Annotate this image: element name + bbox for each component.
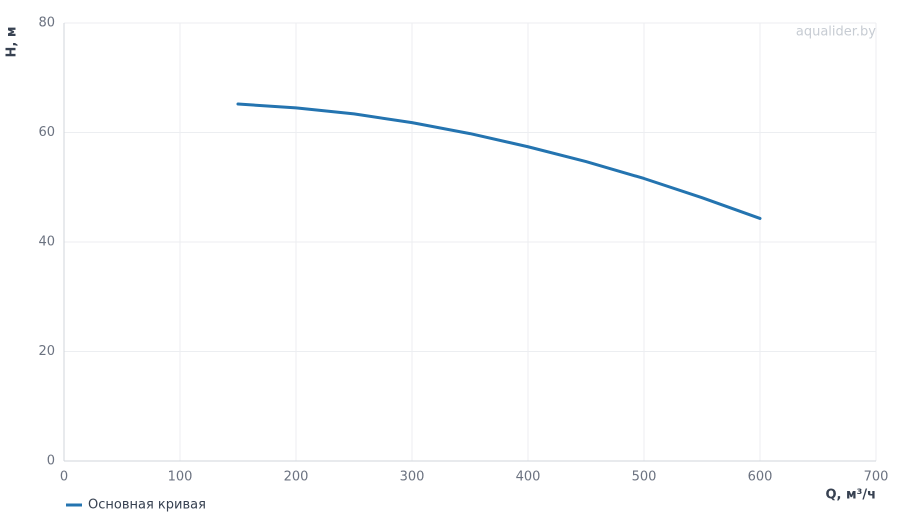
x-tick-label: 400 [516, 470, 541, 485]
x-tick-label: 100 [168, 470, 193, 485]
y-tick-label: 80 [38, 16, 55, 31]
y-tick-label: 20 [38, 344, 55, 359]
y-tick-label: 40 [38, 235, 55, 250]
x-tick-label: 700 [864, 470, 889, 485]
watermark: aqualider.by [796, 25, 876, 40]
x-tick-label: 600 [748, 470, 773, 485]
y-tick-label: 60 [38, 125, 55, 140]
x-tick-label: 200 [284, 470, 309, 485]
legend-label: Основная кривая [88, 498, 206, 513]
y-tick-label: 0 [47, 454, 55, 469]
line [236, 102, 762, 220]
x-tick-label: 0 [60, 470, 68, 485]
y-axis-title: H, м [5, 27, 20, 58]
x-tick-label: 500 [632, 470, 657, 485]
x-tick-label: 300 [400, 470, 425, 485]
x-axis-title: Q, м³/ч [825, 488, 876, 503]
